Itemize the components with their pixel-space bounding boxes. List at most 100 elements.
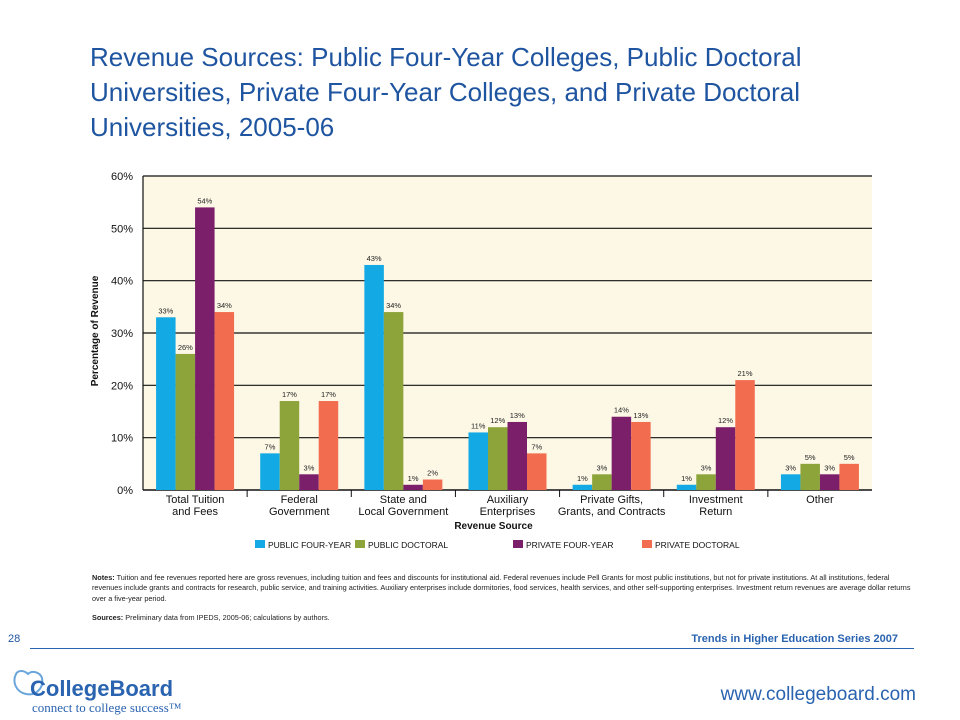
category-label: State and (380, 494, 427, 506)
bar-3-2 (299, 474, 319, 490)
page-number: 28 (8, 633, 21, 645)
legend-item: PRIVATE DOCTORAL (655, 540, 740, 550)
data-label: 13% (633, 411, 648, 420)
logo-name: CollegeBoard (30, 676, 173, 701)
bar-2-6 (696, 474, 716, 490)
legend-item: PUBLIC FOUR-YEAR (268, 540, 351, 550)
bar-1-2 (260, 453, 280, 490)
data-label: 7% (265, 442, 276, 451)
data-label: 3% (596, 463, 607, 472)
legend-item: PRIVATE FOUR-YEAR (526, 540, 614, 550)
data-label: 14% (614, 406, 629, 415)
legend-swatch (513, 540, 523, 548)
series-label: Trends in Higher Education Series 2007 (691, 633, 898, 645)
data-label: 43% (367, 254, 382, 263)
notes: Notes: Tuition and fee revenues reported… (92, 573, 912, 604)
bar-1-7 (780, 474, 801, 490)
bar-3-4 (507, 421, 527, 490)
y-tick-label: 40% (111, 276, 133, 288)
category-label: Private Gifts, (580, 494, 643, 506)
category-label: and Fees (172, 506, 218, 518)
notes-text: Tuition and fee revenues reported here a… (92, 573, 911, 603)
website-url: www.collegeboard.com (720, 684, 916, 705)
collegeboard-logo: CollegeBoard connect to college success™ (13, 670, 182, 715)
category-label: Total Tuition (166, 494, 225, 506)
bar-3-1 (195, 207, 215, 490)
data-label: 7% (531, 442, 542, 451)
data-label: 5% (805, 453, 816, 462)
legend-item: PUBLIC DOCTORAL (368, 540, 448, 550)
data-label: 12% (490, 416, 505, 425)
sources-text: Preliminary data from IPEDS, 2005-06; ca… (125, 613, 330, 622)
y-tick-label: 30% (111, 328, 133, 340)
data-label: 5% (844, 453, 855, 462)
bar-4-1 (214, 312, 235, 490)
data-label: 33% (158, 306, 173, 315)
data-label: 3% (785, 463, 796, 472)
page-title: Revenue Sources: Public Four-Year Colleg… (90, 42, 802, 142)
bar-1-5 (572, 484, 593, 490)
x-axis-label: Revenue Source (454, 521, 533, 532)
sources-label: Sources: (92, 613, 124, 622)
data-label: 17% (282, 390, 297, 399)
data-label: 1% (577, 474, 588, 483)
y-axis-label: Percentage of Revenue (90, 275, 101, 386)
bar-2-1 (175, 353, 196, 490)
sources: Sources: Preliminary data from IPEDS, 20… (92, 613, 912, 622)
y-tick-label: 60% (111, 171, 133, 183)
bar-4-4 (527, 453, 547, 490)
legend-swatch (642, 540, 652, 548)
category-label: Enterprises (480, 506, 536, 518)
y-tick-label: 20% (111, 380, 133, 392)
revenue-bar-chart: 0% 10% 20% 30% 40% 50% 60% 33% 26% 54% 34% Total Tu… (90, 171, 872, 550)
data-label: 17% (321, 390, 336, 399)
bar-1-4 (468, 432, 488, 490)
data-label: 21% (738, 369, 753, 378)
bar-3-7 (819, 474, 840, 490)
category-label: Auxiliary (487, 494, 529, 506)
data-label: 3% (304, 463, 315, 472)
bar-2-5 (592, 474, 612, 490)
bar-3-6 (715, 427, 736, 490)
y-tick-label: 10% (111, 433, 133, 445)
category-label: Federal (281, 494, 318, 506)
acorn-icon (13, 670, 44, 696)
bar-4-6 (735, 380, 755, 490)
category-label: Investment (689, 494, 743, 506)
bar-2-4 (488, 427, 508, 490)
data-label: 1% (408, 474, 419, 483)
bar-1-1 (156, 317, 176, 490)
category-label: Return (699, 506, 732, 518)
bar-1-3 (364, 264, 384, 490)
data-label: 13% (510, 411, 525, 420)
y-tick-label: 50% (111, 223, 133, 235)
category-label: Government (269, 506, 330, 518)
data-label: 12% (718, 416, 733, 425)
legend-swatch (355, 540, 365, 548)
data-label: 2% (427, 469, 438, 478)
y-tick-label: 0% (117, 485, 133, 497)
bar-4-2 (318, 401, 339, 490)
bar-2-3 (383, 312, 404, 490)
data-label: 34% (386, 301, 401, 310)
data-label: 34% (217, 301, 232, 310)
category-label: Local Government (358, 506, 448, 518)
bar-2-2 (279, 401, 300, 490)
bar-3-3 (403, 484, 423, 490)
data-label: 3% (824, 463, 835, 472)
data-label: 54% (197, 196, 212, 205)
bar-1-6 (676, 484, 697, 490)
data-label: 11% (471, 421, 486, 430)
bar-2-7 (800, 463, 820, 490)
bar-3-5 (611, 416, 632, 490)
logo-tagline: connect to college success™ (32, 700, 182, 715)
notes-label: Notes: (92, 573, 115, 582)
data-label: 1% (681, 474, 692, 483)
category-label: Other (806, 494, 834, 506)
footer-divider (30, 648, 914, 649)
legend-swatch (255, 540, 265, 548)
data-label: 3% (701, 463, 712, 472)
bar-4-7 (839, 463, 859, 490)
category-label: Grants, and Contracts (558, 506, 666, 518)
bar-4-3 (422, 479, 443, 490)
